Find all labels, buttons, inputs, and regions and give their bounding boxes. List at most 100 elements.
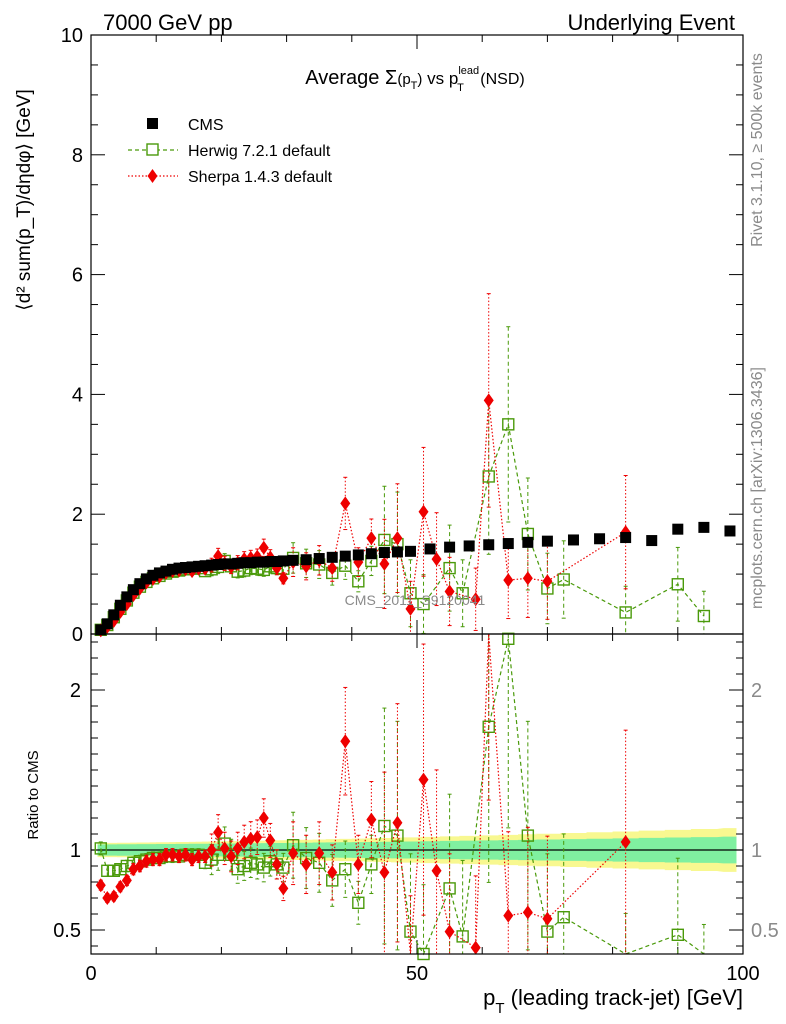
cms-point (153, 567, 165, 579)
legend-herwig-label: Herwig 7.2.1 default (188, 143, 331, 160)
herwig-ratio-point (231, 863, 244, 876)
herwig-point (404, 587, 417, 600)
herwig-ratio-point (502, 632, 515, 645)
cms-point (391, 546, 403, 558)
legend-cms-label: CMS (188, 117, 224, 134)
herwig-point (417, 597, 430, 611)
y-tick-label: 10 (61, 25, 83, 47)
main-axis-ticks: 0 2 4 6 8 10 (61, 25, 744, 646)
sherpa-ratio-point (121, 873, 132, 888)
cms-point (502, 538, 514, 550)
sherpa-point (366, 531, 377, 546)
herwig-ratio-line (100, 638, 705, 956)
sherpa-ratio-point (265, 833, 276, 848)
sherpa-ratio-point (620, 835, 631, 849)
ratio-frame (90, 633, 744, 955)
title-lead-sup: lead (458, 65, 479, 77)
herwig-ratio-point (404, 925, 417, 938)
ratio-y-tick-label-right: 2 (751, 680, 762, 702)
y-tick-label: 8 (72, 145, 83, 167)
cms-point (232, 557, 244, 569)
sherpa-point (483, 393, 494, 408)
chart-title: Average Σ(pT) vs plead T (NSD) (305, 65, 524, 94)
sherpa-point (327, 561, 338, 576)
sherpa-ratio-point (108, 889, 119, 904)
ratio-series-layer (94, 632, 706, 961)
y-tick-label: 0 (72, 624, 83, 646)
cms-point (206, 559, 218, 571)
cms-point (160, 565, 172, 577)
legend-sherpa: Sherpa 1.4.3 default (128, 169, 333, 186)
sherpa-ratio-point (366, 812, 377, 827)
sherpa-point (542, 574, 553, 589)
rivet-label: Rivet 3.1.10, ≥ 500k events (749, 53, 766, 247)
x-axis-label-sub: T (495, 1000, 504, 1017)
cms-point (724, 525, 736, 537)
herwig-ratio-point (339, 863, 352, 876)
sherpa-ratio-point (444, 924, 455, 939)
cms-point (339, 550, 351, 562)
herwig-ratio-point (101, 864, 114, 877)
title-suffix: (NSD) (476, 71, 525, 88)
cms-point (646, 535, 658, 547)
cms-point (352, 549, 364, 561)
cms-point (238, 557, 250, 569)
herwig-point (339, 559, 352, 572)
sherpa-ratio-point (226, 849, 237, 864)
legend-herwig-marker (146, 143, 159, 156)
sherpa-ratio-point (418, 772, 429, 787)
cms-point (594, 533, 606, 545)
sherpa-point (444, 584, 455, 599)
cms-point (365, 548, 377, 560)
herwig-ratio-point (391, 829, 404, 842)
mcplots-label: mcplots.cern.ch [arXiv:1306.3436] (749, 367, 766, 609)
herwig-ratio-point (352, 896, 365, 909)
y-tick-label: 6 (72, 265, 83, 287)
cms-point (199, 560, 211, 572)
herwig-ratio-point (107, 864, 121, 877)
cms-point (258, 556, 270, 568)
sherpa-ratio-point (102, 891, 113, 905)
cms-point (522, 536, 534, 548)
x-tick-label: 50 (406, 963, 428, 985)
ratio-plot-panel: 0 50 100 0.5 0.5 1 1 2 2 (53, 632, 779, 985)
sherpa-point (503, 573, 514, 588)
title-prefix: Average (305, 67, 385, 89)
x-axis-label-p: p (483, 985, 495, 1010)
title-sigma-sub: T (411, 80, 418, 92)
legend-cms: CMS (147, 117, 224, 134)
sherpa-ratio-point (258, 811, 269, 825)
herwig-point (443, 561, 456, 575)
sherpa-ratio-point (232, 841, 243, 856)
cms-point (134, 578, 146, 590)
title-sigma: Σ (385, 67, 397, 89)
main-plot-panel: 0 2 4 6 8 10 CMS_2011_S9120041 (61, 25, 744, 646)
legend: CMS Herwig 7.2.1 default Sherpa 1.4.3 de… (128, 117, 333, 186)
cms-point (251, 556, 263, 568)
title-sigma-close: ) (417, 71, 422, 88)
herwig-point (352, 575, 365, 588)
sherpa-point (470, 592, 481, 607)
cms-point (193, 560, 205, 572)
ratio-y-tick-label-right: 0.5 (751, 920, 779, 942)
cms-point (698, 521, 710, 533)
sherpa-ratio-point (271, 857, 282, 872)
sherpa-ratio-point (115, 879, 126, 894)
cms-point (127, 584, 139, 596)
herwig-point (697, 609, 711, 623)
sherpa-ratio-point (340, 734, 351, 749)
cms-point (186, 561, 198, 573)
ratio-y-tick-label: 1 (70, 840, 81, 862)
cms-point (444, 541, 456, 553)
herwig-ratio-point (456, 930, 469, 943)
sherpa-ratio-point (252, 830, 263, 845)
herwig-point (619, 606, 632, 619)
energy-label: 7000 GeV pp (103, 10, 233, 35)
cms-point (541, 535, 553, 547)
sherpa-point (431, 552, 442, 567)
cms-point (672, 523, 684, 535)
herwig-ratio-point (114, 863, 127, 876)
cms-point (167, 563, 178, 575)
sherpa-point (418, 504, 429, 519)
sherpa-ratio-point (245, 831, 256, 846)
